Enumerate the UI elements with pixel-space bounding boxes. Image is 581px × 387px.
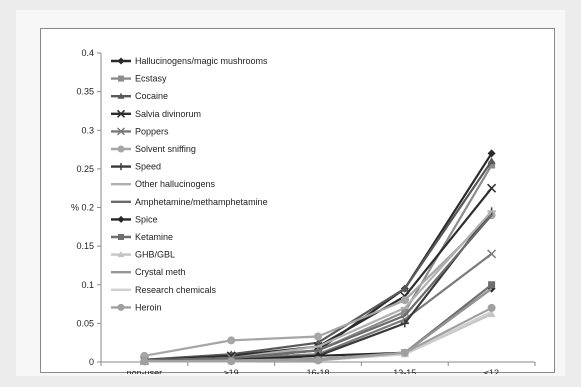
legend-swatch-marker (117, 57, 125, 65)
legend-item: Poppers (111, 126, 169, 136)
legend-item: Ketamine (111, 232, 173, 242)
legend-item: Salvia divinorum (111, 109, 201, 119)
legend-swatch-marker (116, 109, 126, 118)
legend-label: Poppers (135, 126, 169, 136)
data-point (487, 183, 497, 193)
legend-item: Amphetamine/methamphetamine (111, 197, 268, 207)
figure-frame: 0 0.05 0.1 0.15 % 0.2 0.25 0.3 0.35 0.4 non-user ≥… (16, 10, 565, 376)
x-tick-label: ≤12 (484, 368, 499, 374)
legend-item: Solvent sniffing (111, 144, 196, 154)
data-point (400, 348, 409, 357)
legend-swatch-marker (117, 163, 125, 171)
data-point (400, 319, 409, 328)
data-point (227, 357, 236, 366)
y-tick-label: 0.3 (81, 125, 94, 135)
legend-label: Other hallucinogens (135, 179, 216, 189)
legend-item: Research chemicals (111, 285, 217, 295)
legend-label: Crystal meth (135, 267, 186, 277)
data-point (488, 281, 496, 289)
legend-swatch-marker (117, 215, 125, 223)
legend-swatch-marker (118, 234, 124, 240)
legend-swatch-marker (117, 92, 125, 99)
data-point (487, 303, 496, 312)
y-tick-label: % 0.2 (71, 203, 94, 213)
legend-label: Research chemicals (135, 285, 217, 295)
y-tick-label: 0 (89, 357, 94, 367)
legend-label: Speed (135, 162, 161, 172)
legend-label: Salvia divinorum (135, 109, 201, 119)
legend-swatch-marker (117, 251, 125, 258)
data-point (487, 249, 497, 259)
legend-label: Cocaine (135, 91, 168, 101)
legend-item: Speed (111, 162, 161, 172)
x-tick-label: 13-15 (393, 368, 416, 374)
x-tick-label: 16-18 (306, 368, 329, 374)
series-line (144, 214, 493, 362)
legend-swatch-marker (118, 75, 124, 82)
legend-label: GHB/GBL (135, 250, 175, 260)
legend-item: Hallucinogens/magic mushrooms (111, 56, 268, 66)
data-point (487, 157, 496, 165)
legend-label: Spice (135, 214, 158, 224)
data-point (401, 308, 409, 316)
legend-swatch-marker-stroke (116, 109, 126, 118)
y-tick-label: 0.15 (76, 241, 94, 251)
legend-item: Crystal meth (111, 267, 186, 277)
series-15 (140, 303, 496, 366)
legend-swatch-marker (117, 145, 125, 153)
data-point-stroke (487, 249, 497, 259)
data-point (400, 284, 409, 292)
legend-label: Heroin (135, 302, 162, 312)
y-tick-label: 0.35 (76, 87, 94, 97)
legend-label: Hallucinogens/magic mushrooms (135, 56, 268, 66)
y-tick-label: 0.25 (76, 164, 94, 174)
legend-item: Cocaine (111, 91, 168, 101)
legend-item: Ecstasy (111, 74, 167, 84)
legend-label: Amphetamine/methamphetamine (135, 197, 268, 207)
x-tick-label: non-user (127, 368, 163, 374)
data-point (314, 356, 322, 365)
legend-label: Solvent sniffing (135, 144, 196, 154)
data-point (140, 357, 149, 366)
series-6 (140, 211, 496, 360)
legend-swatch-marker (116, 127, 126, 136)
data-point (488, 161, 496, 169)
y-tick-label: 0.1 (81, 280, 94, 290)
legend-item: Spice (111, 214, 158, 224)
legend-item: Other hallucinogens (111, 179, 216, 189)
legend: Hallucinogens/magic mushrooms Ecstasy Coca… (111, 56, 268, 312)
series-9 (144, 214, 493, 362)
y-tick-label: 0.05 (76, 318, 94, 328)
legend-label: Ecstasy (135, 74, 167, 84)
x-tick-label: ≥19 (224, 368, 239, 374)
y-tick-label: 0.4 (81, 48, 94, 58)
data-point (400, 296, 409, 305)
chart-area: 0 0.05 0.1 0.15 % 0.2 0.25 0.3 0.35 0.4 non-user ≥… (40, 28, 555, 374)
legend-swatch-marker-stroke (116, 127, 126, 136)
data-point (487, 149, 496, 158)
legend-swatch-marker (117, 303, 125, 311)
data-point (314, 332, 322, 341)
legend-item: Heroin (111, 302, 162, 312)
data-point (227, 336, 236, 345)
data-point (487, 310, 496, 318)
data-point-stroke (487, 183, 497, 193)
series-line (144, 164, 493, 361)
line-chart: 0 0.05 0.1 0.15 % 0.2 0.25 0.3 0.35 0.4 non-user ≥… (71, 48, 536, 374)
series-line (144, 160, 493, 361)
legend-label: Ketamine (135, 232, 173, 242)
legend-item: GHB/GBL (111, 250, 175, 260)
